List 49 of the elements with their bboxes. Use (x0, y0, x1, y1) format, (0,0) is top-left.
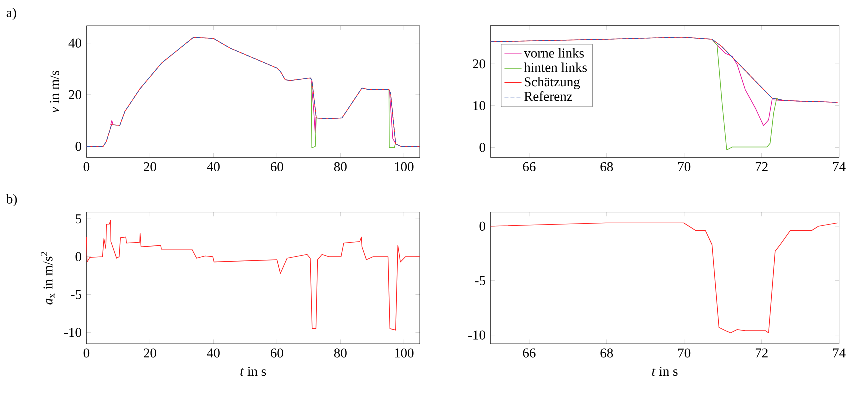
x-axis-title: t in s (652, 367, 678, 376)
y-tick-label: 5 (76, 214, 82, 224)
x-tick-label: 68 (600, 162, 614, 172)
x-tick-label: 74 (833, 162, 846, 172)
x-tick-label: 70 (678, 162, 691, 172)
y-tick-label: -10 (468, 330, 486, 340)
y-tick-label: 40 (68, 38, 82, 48)
y-tick-label: 0 (76, 252, 82, 262)
x-tick-label: 60 (270, 162, 284, 172)
x-tick-label: 66 (523, 162, 536, 172)
line-series (490, 222, 838, 334)
x-tick-label: 80 (334, 162, 347, 172)
line-series (490, 37, 838, 103)
x-tick-label: 66 (523, 348, 536, 358)
text: a) (6, 8, 16, 20)
y-axis-title: a$_{x}$ in m/s$^{2}$ (41, 252, 55, 305)
line-series (86, 37, 420, 147)
x-tick-label: 68 (600, 348, 614, 358)
x-tick-label: 40 (207, 348, 220, 358)
y-tick-label: -10 (64, 328, 82, 338)
x-axis-title: t in s (240, 367, 266, 376)
x-tick-label: 100 (395, 162, 414, 172)
line-series (712, 39, 781, 151)
x-tick-label: 20 (144, 348, 156, 358)
x-tick-label: 40 (207, 162, 220, 172)
y-tick-label: 0 (480, 222, 486, 231)
legend-label: hinten links (524, 62, 588, 72)
x-tick-label: 72 (756, 348, 768, 358)
y-tick-label: 20 (473, 60, 486, 69)
legend-label: Schätzung (525, 77, 580, 90)
y-tick-label: 20 (69, 90, 82, 100)
text: b) (6, 194, 18, 207)
y-tick-label: 0 (480, 143, 486, 152)
y-axis-title: v in m/s (50, 70, 60, 114)
x-tick-label: 20 (144, 162, 156, 172)
x-tick-label: 80 (334, 348, 347, 358)
x-tick-label: 74 (833, 348, 846, 358)
y-tick-label: 10 (474, 101, 486, 110)
x-tick-label: 60 (270, 348, 284, 358)
y-tick-label: -5 (71, 290, 82, 300)
x-tick-label: 72 (756, 162, 768, 172)
y-tick-label: -5 (475, 276, 486, 286)
x-tick-label: 70 (678, 348, 691, 358)
x-tick-label: 0 (84, 348, 90, 358)
legend-label: Referenz (524, 92, 572, 102)
x-tick-label: 100 (395, 348, 414, 358)
y-tick-label: 0 (76, 142, 82, 152)
legend-label: vorne links (524, 48, 584, 58)
x-tick-label: 0 (84, 162, 90, 172)
